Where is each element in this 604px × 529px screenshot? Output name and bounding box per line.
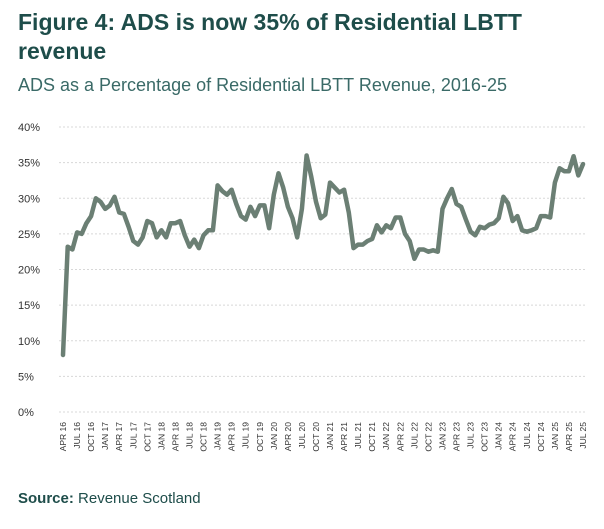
x-tick-label: APR 20 bbox=[283, 422, 293, 452]
x-tick-label: OCT 24 bbox=[536, 422, 546, 452]
y-tick-label: 30% bbox=[18, 193, 40, 205]
x-tick-label: APR 25 bbox=[564, 422, 574, 452]
x-tick-label: APR 24 bbox=[508, 422, 518, 452]
x-tick-label: JUL 18 bbox=[184, 422, 194, 449]
y-tick-label: 15% bbox=[18, 300, 40, 312]
x-tick-label: JUL 21 bbox=[353, 422, 363, 449]
source-note: Source: Revenue Scotland bbox=[18, 490, 201, 507]
x-axis-ticks: APR 16 JUL 16 OCT 16 JAN 17 APR 17 JUL 17 OCT … bbox=[58, 422, 588, 452]
x-tick-label: JUL 24 bbox=[522, 422, 532, 449]
x-tick-label: OCT 17 bbox=[142, 422, 152, 452]
x-tick-label: JAN 21 bbox=[325, 422, 335, 450]
x-tick-label: OCT 20 bbox=[311, 422, 321, 452]
x-tick-label: APR 17 bbox=[114, 422, 124, 452]
x-tick-label: JAN 25 bbox=[550, 422, 560, 450]
x-tick-label: APR 22 bbox=[395, 422, 405, 452]
x-tick-label: JAN 18 bbox=[156, 422, 166, 450]
y-tick-label: 35% bbox=[18, 158, 40, 170]
y-axis-ticks: 0% 5% 10% 15% 20% 25% 30% 35% 40% bbox=[18, 122, 40, 419]
chart-title: Figure 4: ADS is now 35% of Residential … bbox=[18, 9, 522, 64]
x-tick-label: JUL 22 bbox=[409, 422, 419, 449]
x-tick-label: JAN 19 bbox=[213, 422, 223, 450]
y-tick-label: 25% bbox=[18, 229, 40, 241]
series-line-ads-share bbox=[60, 153, 586, 358]
y-gridlines bbox=[59, 126, 585, 413]
source-label: Source: bbox=[18, 490, 74, 507]
y-tick-label: 40% bbox=[18, 122, 40, 134]
x-tick-label: JUL 16 bbox=[72, 422, 82, 449]
x-tick-label: OCT 22 bbox=[423, 422, 433, 452]
y-tick-label: 20% bbox=[18, 265, 40, 277]
source-text: Revenue Scotland bbox=[78, 490, 201, 507]
chart-subtitle: ADS as a Percentage of Residential LBTT … bbox=[18, 75, 507, 95]
x-tick-label: JAN 20 bbox=[269, 422, 279, 450]
x-tick-label: JUL 23 bbox=[466, 422, 476, 449]
x-tick-label: OCT 21 bbox=[367, 422, 377, 452]
x-tick-label: JAN 23 bbox=[437, 422, 447, 450]
x-tick-label: APR 19 bbox=[227, 422, 237, 452]
y-tick-label: 10% bbox=[18, 336, 40, 348]
x-tick-label: JUL 20 bbox=[297, 422, 307, 449]
x-tick-label: OCT 18 bbox=[199, 422, 209, 452]
x-tick-label: APR 23 bbox=[452, 422, 462, 452]
x-tick-label: JAN 22 bbox=[381, 422, 391, 450]
x-tick-label: JUL 19 bbox=[241, 422, 251, 449]
x-tick-label: JAN 24 bbox=[494, 422, 504, 450]
x-tick-label: JUL 17 bbox=[128, 422, 138, 449]
x-tick-label: OCT 19 bbox=[255, 422, 265, 452]
x-tick-label: APR 18 bbox=[170, 422, 180, 452]
x-tick-label: JUL 25 bbox=[578, 422, 588, 449]
x-tick-label: APR 16 bbox=[58, 422, 68, 452]
x-tick-label: APR 21 bbox=[339, 422, 349, 452]
x-tick-label: JAN 17 bbox=[100, 422, 110, 450]
y-tick-label: 5% bbox=[18, 371, 34, 383]
x-tick-label: OCT 23 bbox=[480, 422, 490, 452]
y-tick-label: 0% bbox=[18, 407, 34, 419]
x-tick-label: OCT 16 bbox=[86, 422, 96, 452]
